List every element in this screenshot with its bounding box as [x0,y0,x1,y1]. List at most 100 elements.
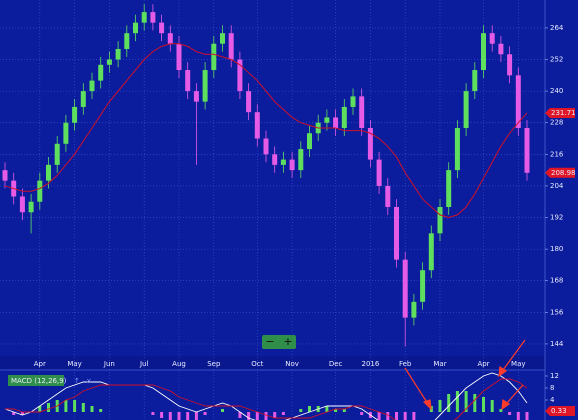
histogram-bar [186,412,190,420]
candle-body [63,122,69,144]
histogram-bar [99,409,103,412]
candle-body [89,80,95,92]
y-tick-label: 264 [550,24,564,32]
x-tick-label: Aug [172,360,186,368]
histogram-bar [73,400,77,412]
y-tick-label: 180 [550,245,563,253]
histogram-bar [325,406,329,412]
candle-body [376,159,382,186]
histogram-bar [403,412,407,420]
candle-body [420,270,426,302]
candle-body [37,180,43,202]
histogram-bar [438,400,442,412]
candle-body [2,170,8,181]
candle-body [298,149,304,171]
macd-label-box [8,375,64,386]
x-tick-label: Jul [139,360,149,368]
candle-body [19,196,25,213]
histogram-bar [221,409,224,412]
macd-line [5,378,528,420]
moving-average-line [4,43,528,219]
zoom-controls[interactable]: − + [262,335,296,349]
price-tag [545,406,575,417]
candle-body [472,70,478,92]
y-tick-label: 204 [550,182,564,190]
zoom-out[interactable]: − [265,335,274,348]
histogram-bar [81,403,85,412]
histogram-bar [64,400,68,412]
time-axis-band [0,356,545,370]
candle-body [72,106,78,123]
candle-body [394,206,399,260]
candle-body [515,75,521,128]
x-tick-label: Dec [329,360,343,368]
candle-body [411,301,417,318]
x-tick-label: May [67,360,81,368]
y-tick-label: 252 [550,56,563,64]
histogram-bar [38,406,42,412]
candle-body [263,138,269,155]
zoom-in[interactable]: + [283,335,292,348]
histogram-bar [20,412,24,415]
histogram-bar [464,391,468,412]
candle-body [80,91,86,107]
histogram-bar [386,412,390,420]
candle-body [481,33,486,71]
zoom-panel [262,335,296,349]
candle-body [524,127,530,173]
histogram-bar [499,409,503,412]
candle-body [246,91,252,113]
y-tick-label: 216 [550,150,564,158]
y-tick-label: 240 [550,87,563,95]
histogram-bar [473,394,477,412]
histogram-bar [412,412,416,420]
candle-body [350,96,356,107]
histogram-bar [194,412,198,420]
candle-body [159,22,165,34]
y-tick-label: 144 [550,340,564,348]
close-icon[interactable]: × [86,377,92,385]
candle-body [454,127,460,171]
histogram-bar [377,412,381,420]
y-tick-label: 192 [550,214,563,222]
candle-body [463,91,469,128]
candle-body [28,201,34,213]
histogram-bar [90,406,94,412]
histogram-bar [342,409,346,412]
candle-body [202,70,208,102]
candle-body [446,170,452,207]
candle-body [324,117,330,123]
candle-body [54,143,60,165]
candle-body [498,43,504,55]
histogram-bar [308,406,311,412]
histogram-bar [273,412,277,418]
histogram-bar [160,412,164,418]
histogram-bar [47,403,50,412]
x-tick-label: Apr [34,360,46,368]
y-tick-label: 168 [550,277,563,285]
price-tag-label: 208.98 [551,169,576,177]
y-tick-label: 8 [550,384,554,392]
histogram-bar [525,412,529,420]
x-tick-label: 2016 [361,360,379,368]
y-tick-label: 12 [550,372,559,380]
histogram-bar [281,412,285,415]
candle-body [150,12,156,23]
macd-line [4,372,528,420]
candle-body [185,70,191,92]
candle-body [428,233,434,271]
candle-body [133,22,138,34]
candle-body [341,106,347,128]
price-tag [545,107,575,118]
move-up-icon[interactable]: ↑ [74,377,80,385]
candle-body [307,133,312,150]
price-tag-label: 0.33 [551,407,567,415]
candle-body [124,33,130,49]
candle-body [489,33,495,44]
histogram-bar [203,412,207,415]
candle-body [237,59,243,92]
candle-body [228,33,234,60]
x-tick-label: May [511,360,525,368]
histogram-bar [299,409,303,412]
